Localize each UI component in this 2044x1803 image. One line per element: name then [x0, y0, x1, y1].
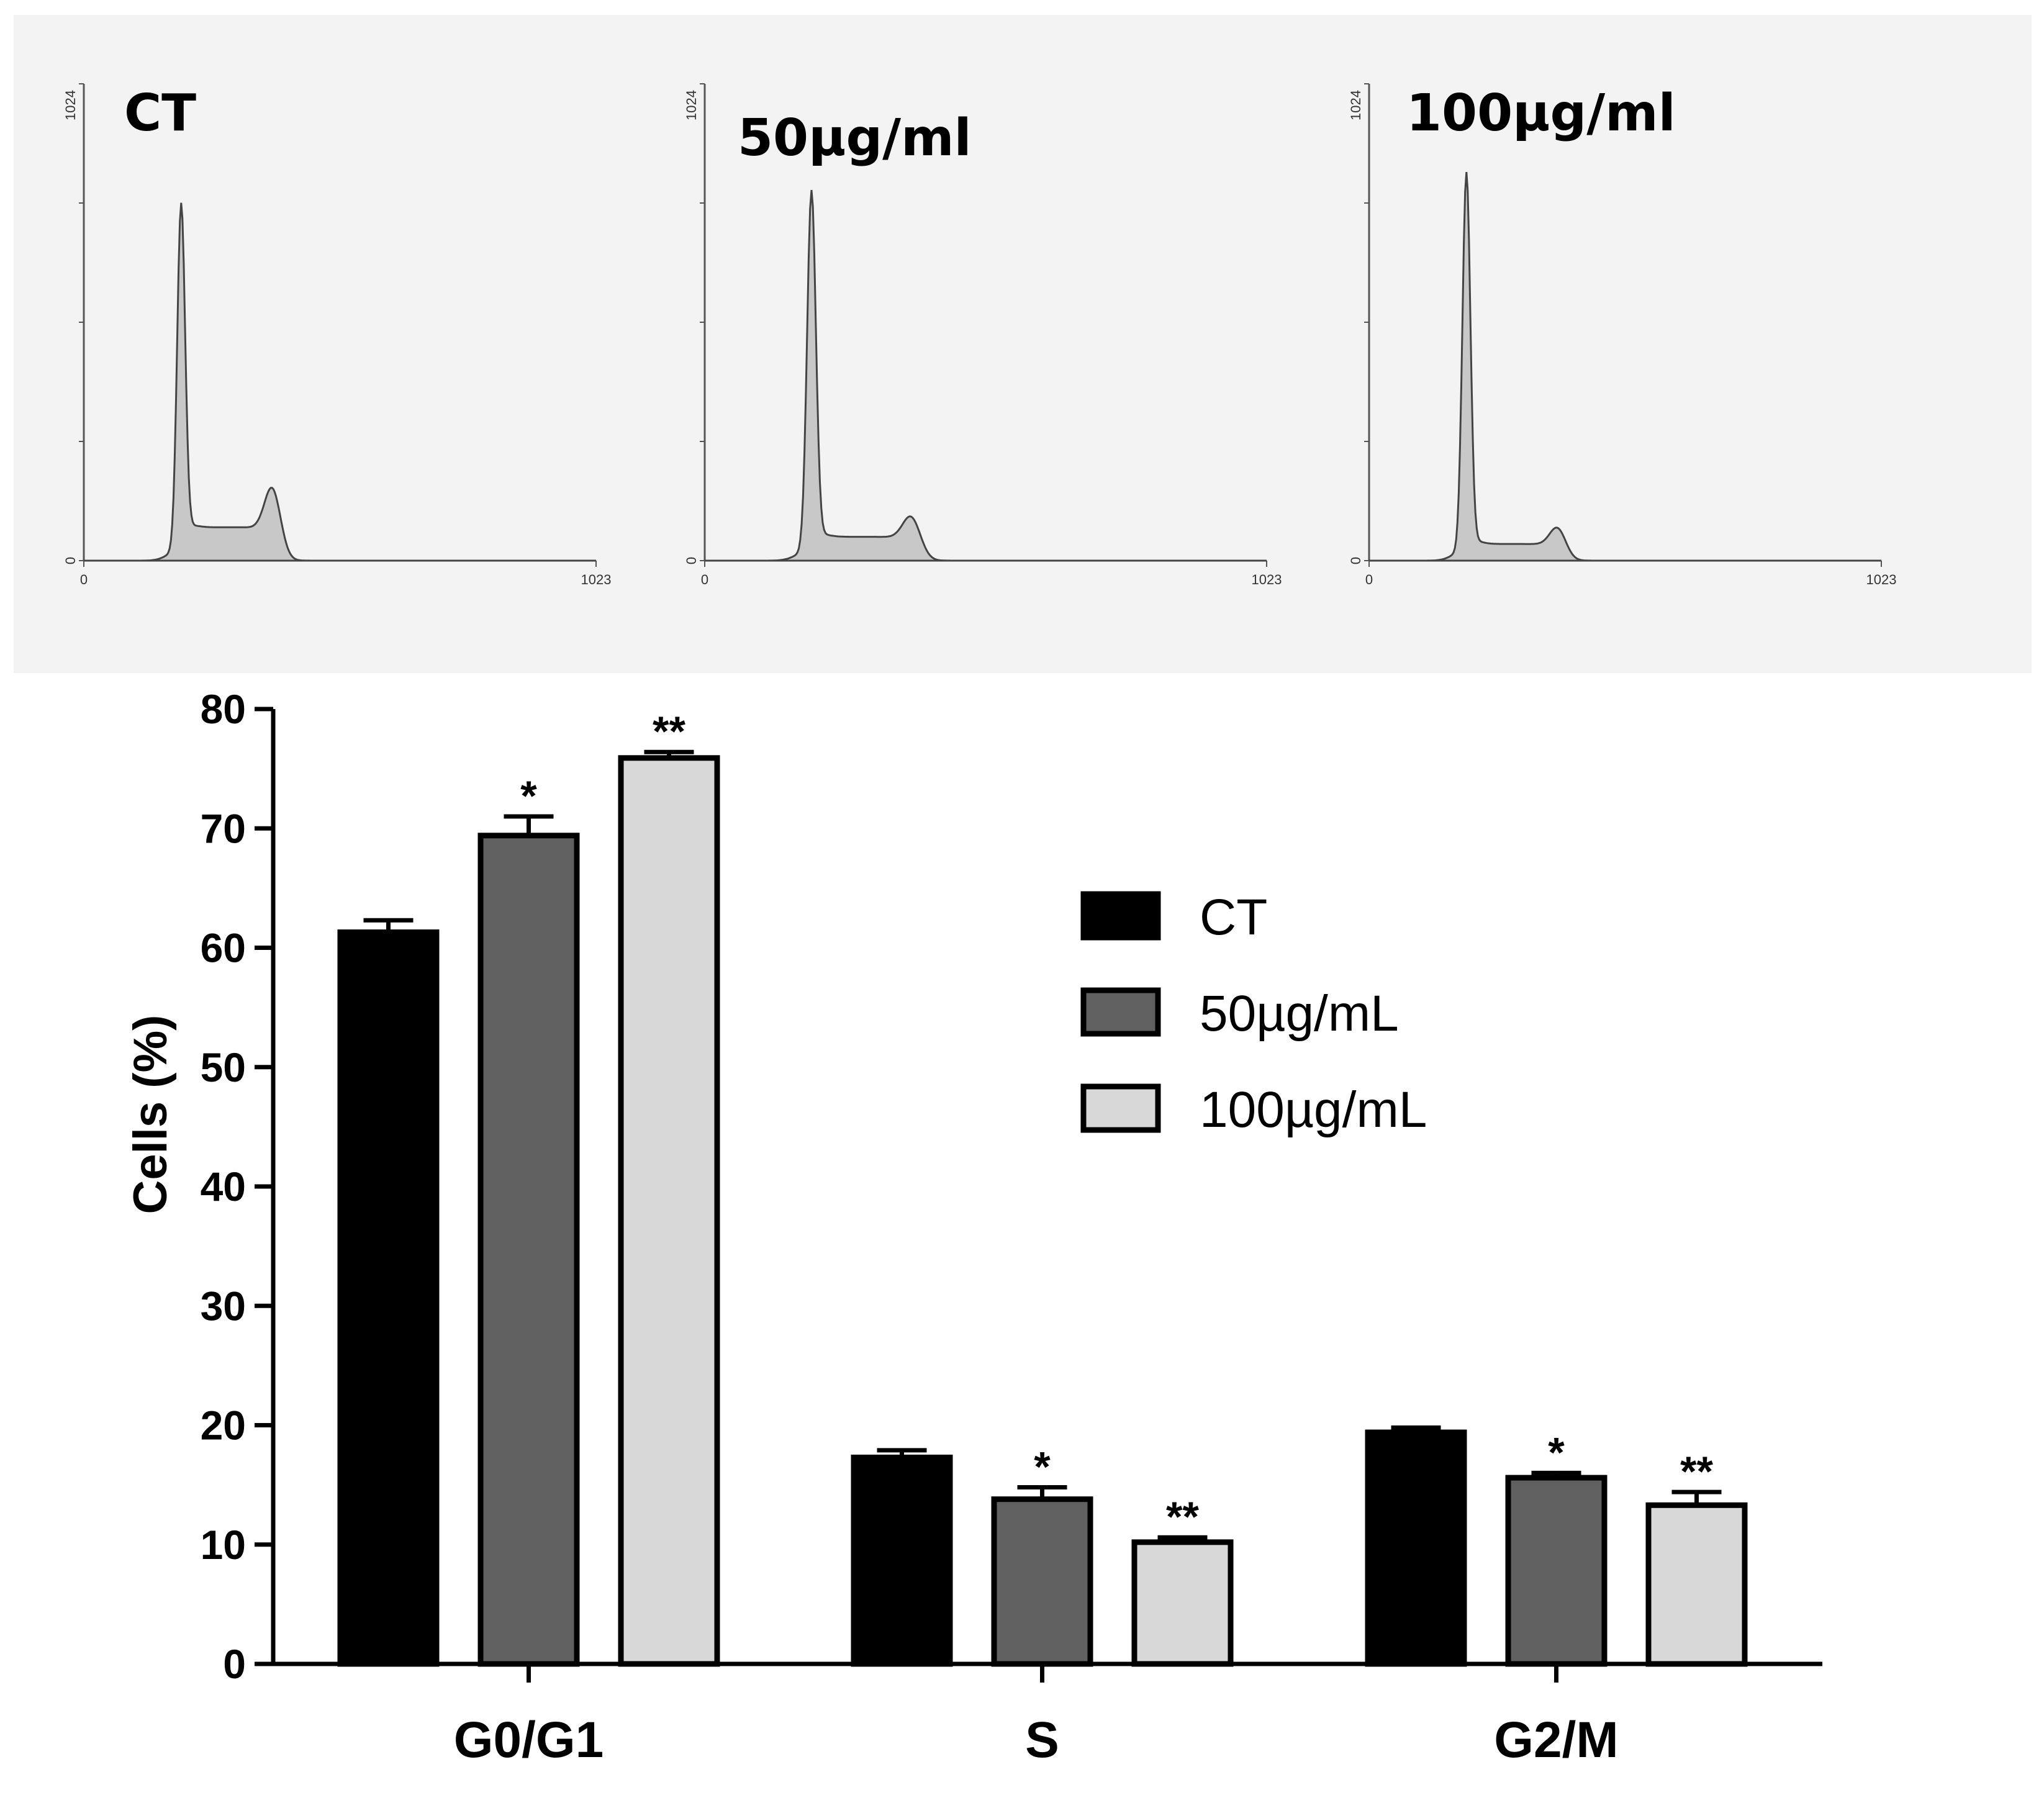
- histogram-panel-background: [14, 15, 2032, 673]
- bar: [1365, 1429, 1467, 1667]
- bar-group: [1365, 1425, 1467, 1667]
- bar-group: *: [1505, 1429, 1608, 1667]
- histogram-y-min-label: 0: [1348, 557, 1363, 564]
- y-tick-label: 60: [201, 925, 246, 971]
- histogram-y-max-label: 1024: [684, 90, 699, 120]
- bar-group: **: [618, 708, 720, 1667]
- y-tick-label: 40: [201, 1164, 246, 1209]
- bar-group: [851, 1448, 953, 1667]
- y-tick-label: 10: [201, 1522, 246, 1568]
- y-tick-label: 80: [201, 686, 246, 732]
- histogram-curve: [84, 202, 596, 562]
- legend-label: CT: [1200, 889, 1267, 946]
- y-tick-label: 70: [201, 805, 246, 851]
- bar: [477, 833, 580, 1667]
- category-label: G2/M: [1494, 1712, 1618, 1768]
- significance-marker: *: [1548, 1429, 1565, 1476]
- histogram-curve: [705, 189, 1267, 562]
- histogram-x-min-label: 0: [701, 572, 708, 587]
- y-axis: 0 10 20 30 40 50 60 70 80: [201, 686, 276, 1687]
- histogram-y-max-label: 1024: [1348, 90, 1363, 120]
- bar-group: [337, 918, 440, 1667]
- bar: [1131, 1539, 1234, 1667]
- histogram-y-min-label: 0: [684, 557, 699, 564]
- significance-marker: **: [1166, 1493, 1199, 1540]
- histogram-x-max-label: 1023: [581, 572, 612, 587]
- histogram-2: 50µg/ml 1024 0 0 1023: [684, 83, 1282, 587]
- legend-label: 50µg/mL: [1200, 985, 1399, 1042]
- panel-separator: [0, 673, 1298, 679]
- bar-group: *: [477, 772, 580, 1667]
- histogram-3: 100µg/ml 1024 0 0 1023: [1348, 83, 1897, 587]
- histogram-x-max-label: 1023: [1866, 572, 1897, 587]
- histogram-x-min-label: 0: [80, 572, 88, 587]
- legend-label: 100µg/mL: [1200, 1082, 1427, 1138]
- legend-swatch: [1080, 987, 1161, 1037]
- histogram-title: 100µg/ml: [1406, 84, 1676, 143]
- bar: [991, 1496, 1093, 1667]
- legend-swatch: [1080, 891, 1161, 941]
- significance-marker: **: [653, 708, 685, 755]
- significance-marker: *: [520, 772, 537, 820]
- category-label: S: [1025, 1712, 1059, 1768]
- bar-group: **: [1645, 1448, 1748, 1667]
- legend-swatch: [1080, 1083, 1161, 1133]
- y-axis-label: Cells (%): [124, 1015, 177, 1214]
- bar-group: **: [1131, 1493, 1234, 1667]
- y-tick-label: 30: [201, 1283, 246, 1329]
- y-tick-label: 50: [201, 1044, 246, 1090]
- histogram-curve: [1369, 171, 1881, 562]
- bar: [337, 929, 440, 1667]
- histogram-x-min-label: 0: [1365, 572, 1373, 587]
- bar-group: *: [991, 1443, 1093, 1667]
- legend: CT 50µg/mL 100µg/mL: [1080, 889, 1427, 1138]
- histogram-y-min-label: 0: [63, 557, 78, 564]
- histogram-x-max-label: 1023: [1252, 572, 1282, 587]
- histogram-y-max-label: 1024: [63, 90, 78, 120]
- bar: [1645, 1502, 1748, 1667]
- x-axis: G0/G1 S G2/M: [271, 1661, 1822, 1768]
- significance-marker: **: [1680, 1448, 1713, 1495]
- significance-marker: *: [1034, 1443, 1051, 1490]
- bar: [1505, 1475, 1608, 1667]
- histogram-title: 50µg/ml: [738, 109, 972, 168]
- y-tick-label: 0: [223, 1641, 246, 1687]
- histogram-title: CT: [124, 84, 196, 143]
- bar: [618, 755, 720, 1667]
- bar: [851, 1454, 953, 1667]
- histogram-1: CT 1024 0 0 1023: [63, 83, 612, 587]
- histogram-panels: CT 1024 0 0 1023 50µg/ml 1024 0 0 1023 100µg/ml 102…: [63, 83, 1897, 587]
- category-label: G0/G1: [454, 1712, 604, 1768]
- bar-series: ******* **: [337, 708, 1748, 1667]
- y-tick-label: 20: [201, 1403, 246, 1448]
